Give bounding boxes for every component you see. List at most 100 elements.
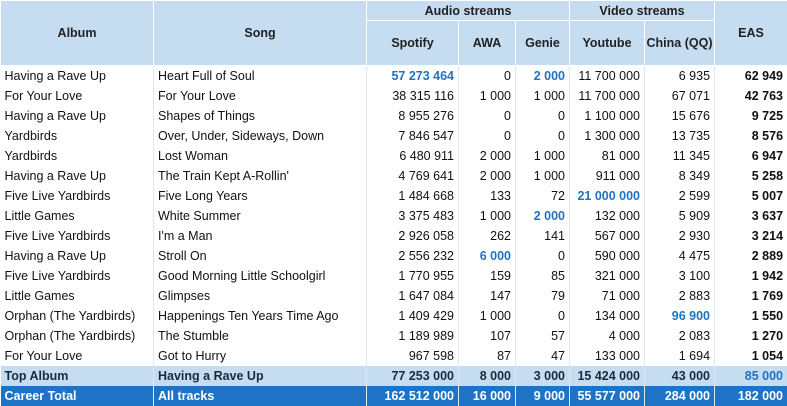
album-cell: Little Games (1, 286, 154, 306)
song-cell: For Your Love (154, 86, 367, 106)
youtube-cell: 1 300 000 (570, 126, 645, 146)
genie-cell: 2 000 (516, 206, 570, 226)
eas-cell: 1 270 (715, 326, 787, 346)
top-album-awa: 8 000 (459, 366, 516, 386)
awa-cell: 0 (459, 66, 516, 87)
career-total-awa: 16 000 (459, 386, 516, 406)
spotify-cell: 2 556 232 (367, 246, 459, 266)
china-cell: 6 935 (645, 66, 715, 87)
song-cell: Heart Full of Soul (154, 66, 367, 87)
header-china-qq: China (QQ) (645, 21, 715, 66)
header-video-streams: Video streams (570, 1, 715, 21)
table-row: Yardbirds Lost Woman 6 480 911 2 000 1 0… (1, 146, 787, 166)
china-cell: 2 083 (645, 326, 715, 346)
eas-cell: 1 054 (715, 346, 787, 366)
top-album-name: Having a Rave Up (154, 366, 367, 386)
genie-cell: 141 (516, 226, 570, 246)
song-cell: Over, Under, Sideways, Down (154, 126, 367, 146)
awa-cell: 0 (459, 106, 516, 126)
awa-cell: 0 (459, 126, 516, 146)
table-row: For Your Love Got to Hurry 967 598 87 47… (1, 346, 787, 366)
top-album-label: Top Album (1, 366, 154, 386)
top-album-youtube: 15 424 000 (570, 366, 645, 386)
album-cell: Yardbirds (1, 146, 154, 166)
china-cell: 2 883 (645, 286, 715, 306)
eas-cell: 9 725 (715, 106, 787, 126)
awa-cell: 133 (459, 186, 516, 206)
eas-cell: 5 007 (715, 186, 787, 206)
spotify-cell: 1 770 955 (367, 266, 459, 286)
song-cell: Happenings Ten Years Time Ago (154, 306, 367, 326)
youtube-cell: 134 000 (570, 306, 645, 326)
career-total-tracks: All tracks (154, 386, 367, 406)
spotify-cell: 4 769 641 (367, 166, 459, 186)
album-cell: Five Live Yardbirds (1, 186, 154, 206)
header-audio-streams: Audio streams (367, 1, 570, 21)
youtube-cell: 11 700 000 (570, 86, 645, 106)
header-awa: AWA (459, 21, 516, 66)
table-body: Having a Rave Up Heart Full of Soul 57 2… (1, 66, 787, 406)
genie-cell: 79 (516, 286, 570, 306)
table-row: Having a Rave Up Heart Full of Soul 57 2… (1, 66, 787, 87)
career-total-youtube: 55 577 000 (570, 386, 645, 406)
top-album-china: 43 000 (645, 366, 715, 386)
china-cell: 4 475 (645, 246, 715, 266)
eas-cell: 1 942 (715, 266, 787, 286)
album-cell: Having a Rave Up (1, 66, 154, 87)
youtube-cell: 132 000 (570, 206, 645, 226)
genie-cell: 1 000 (516, 166, 570, 186)
youtube-cell: 81 000 (570, 146, 645, 166)
genie-cell: 0 (516, 126, 570, 146)
table-row: Having a Rave Up Stroll On 2 556 232 6 0… (1, 246, 787, 266)
youtube-cell: 21 000 000 (570, 186, 645, 206)
china-cell: 15 676 (645, 106, 715, 126)
awa-cell: 6 000 (459, 246, 516, 266)
china-cell: 67 071 (645, 86, 715, 106)
eas-cell: 3 214 (715, 226, 787, 246)
career-total-china: 284 000 (645, 386, 715, 406)
spotify-cell: 7 846 547 (367, 126, 459, 146)
table-row: For Your Love For Your Love 38 315 116 1… (1, 86, 787, 106)
youtube-cell: 590 000 (570, 246, 645, 266)
album-cell: Five Live Yardbirds (1, 266, 154, 286)
eas-cell: 3 637 (715, 206, 787, 226)
awa-cell: 1 000 (459, 306, 516, 326)
spotify-cell: 1 484 668 (367, 186, 459, 206)
eas-cell: 8 576 (715, 126, 787, 146)
song-cell: Got to Hurry (154, 346, 367, 366)
header-spotify: Spotify (367, 21, 459, 66)
china-cell: 11 345 (645, 146, 715, 166)
top-album-spotify: 77 253 000 (367, 366, 459, 386)
eas-cell: 2 889 (715, 246, 787, 266)
spotify-cell: 8 955 276 (367, 106, 459, 126)
youtube-cell: 1 100 000 (570, 106, 645, 126)
table-row: Having a Rave Up The Train Kept A-Rollin… (1, 166, 787, 186)
album-cell: Yardbirds (1, 126, 154, 146)
song-cell: Five Long Years (154, 186, 367, 206)
china-cell: 96 900 (645, 306, 715, 326)
awa-cell: 107 (459, 326, 516, 346)
china-cell: 13 735 (645, 126, 715, 146)
album-cell: Little Games (1, 206, 154, 226)
table-row: Five Live Yardbirds I'm a Man 2 926 058 … (1, 226, 787, 246)
header-eas: EAS (715, 1, 787, 66)
song-cell: The Stumble (154, 326, 367, 346)
china-cell: 2 599 (645, 186, 715, 206)
china-cell: 3 100 (645, 266, 715, 286)
awa-cell: 1 000 (459, 86, 516, 106)
genie-cell: 2 000 (516, 66, 570, 87)
header-youtube: Youtube (570, 21, 645, 66)
table-row: Little Games White Summer 3 375 483 1 00… (1, 206, 787, 226)
song-cell: Shapes of Things (154, 106, 367, 126)
song-cell: Good Morning Little Schoolgirl (154, 266, 367, 286)
eas-cell: 6 947 (715, 146, 787, 166)
genie-cell: 1 000 (516, 146, 570, 166)
spotify-cell: 1 189 989 (367, 326, 459, 346)
song-cell: The Train Kept A-Rollin' (154, 166, 367, 186)
awa-cell: 159 (459, 266, 516, 286)
career-total-label: Career Total (1, 386, 154, 406)
spotify-cell: 57 273 464 (367, 66, 459, 87)
genie-cell: 0 (516, 106, 570, 126)
eas-cell: 62 949 (715, 66, 787, 87)
